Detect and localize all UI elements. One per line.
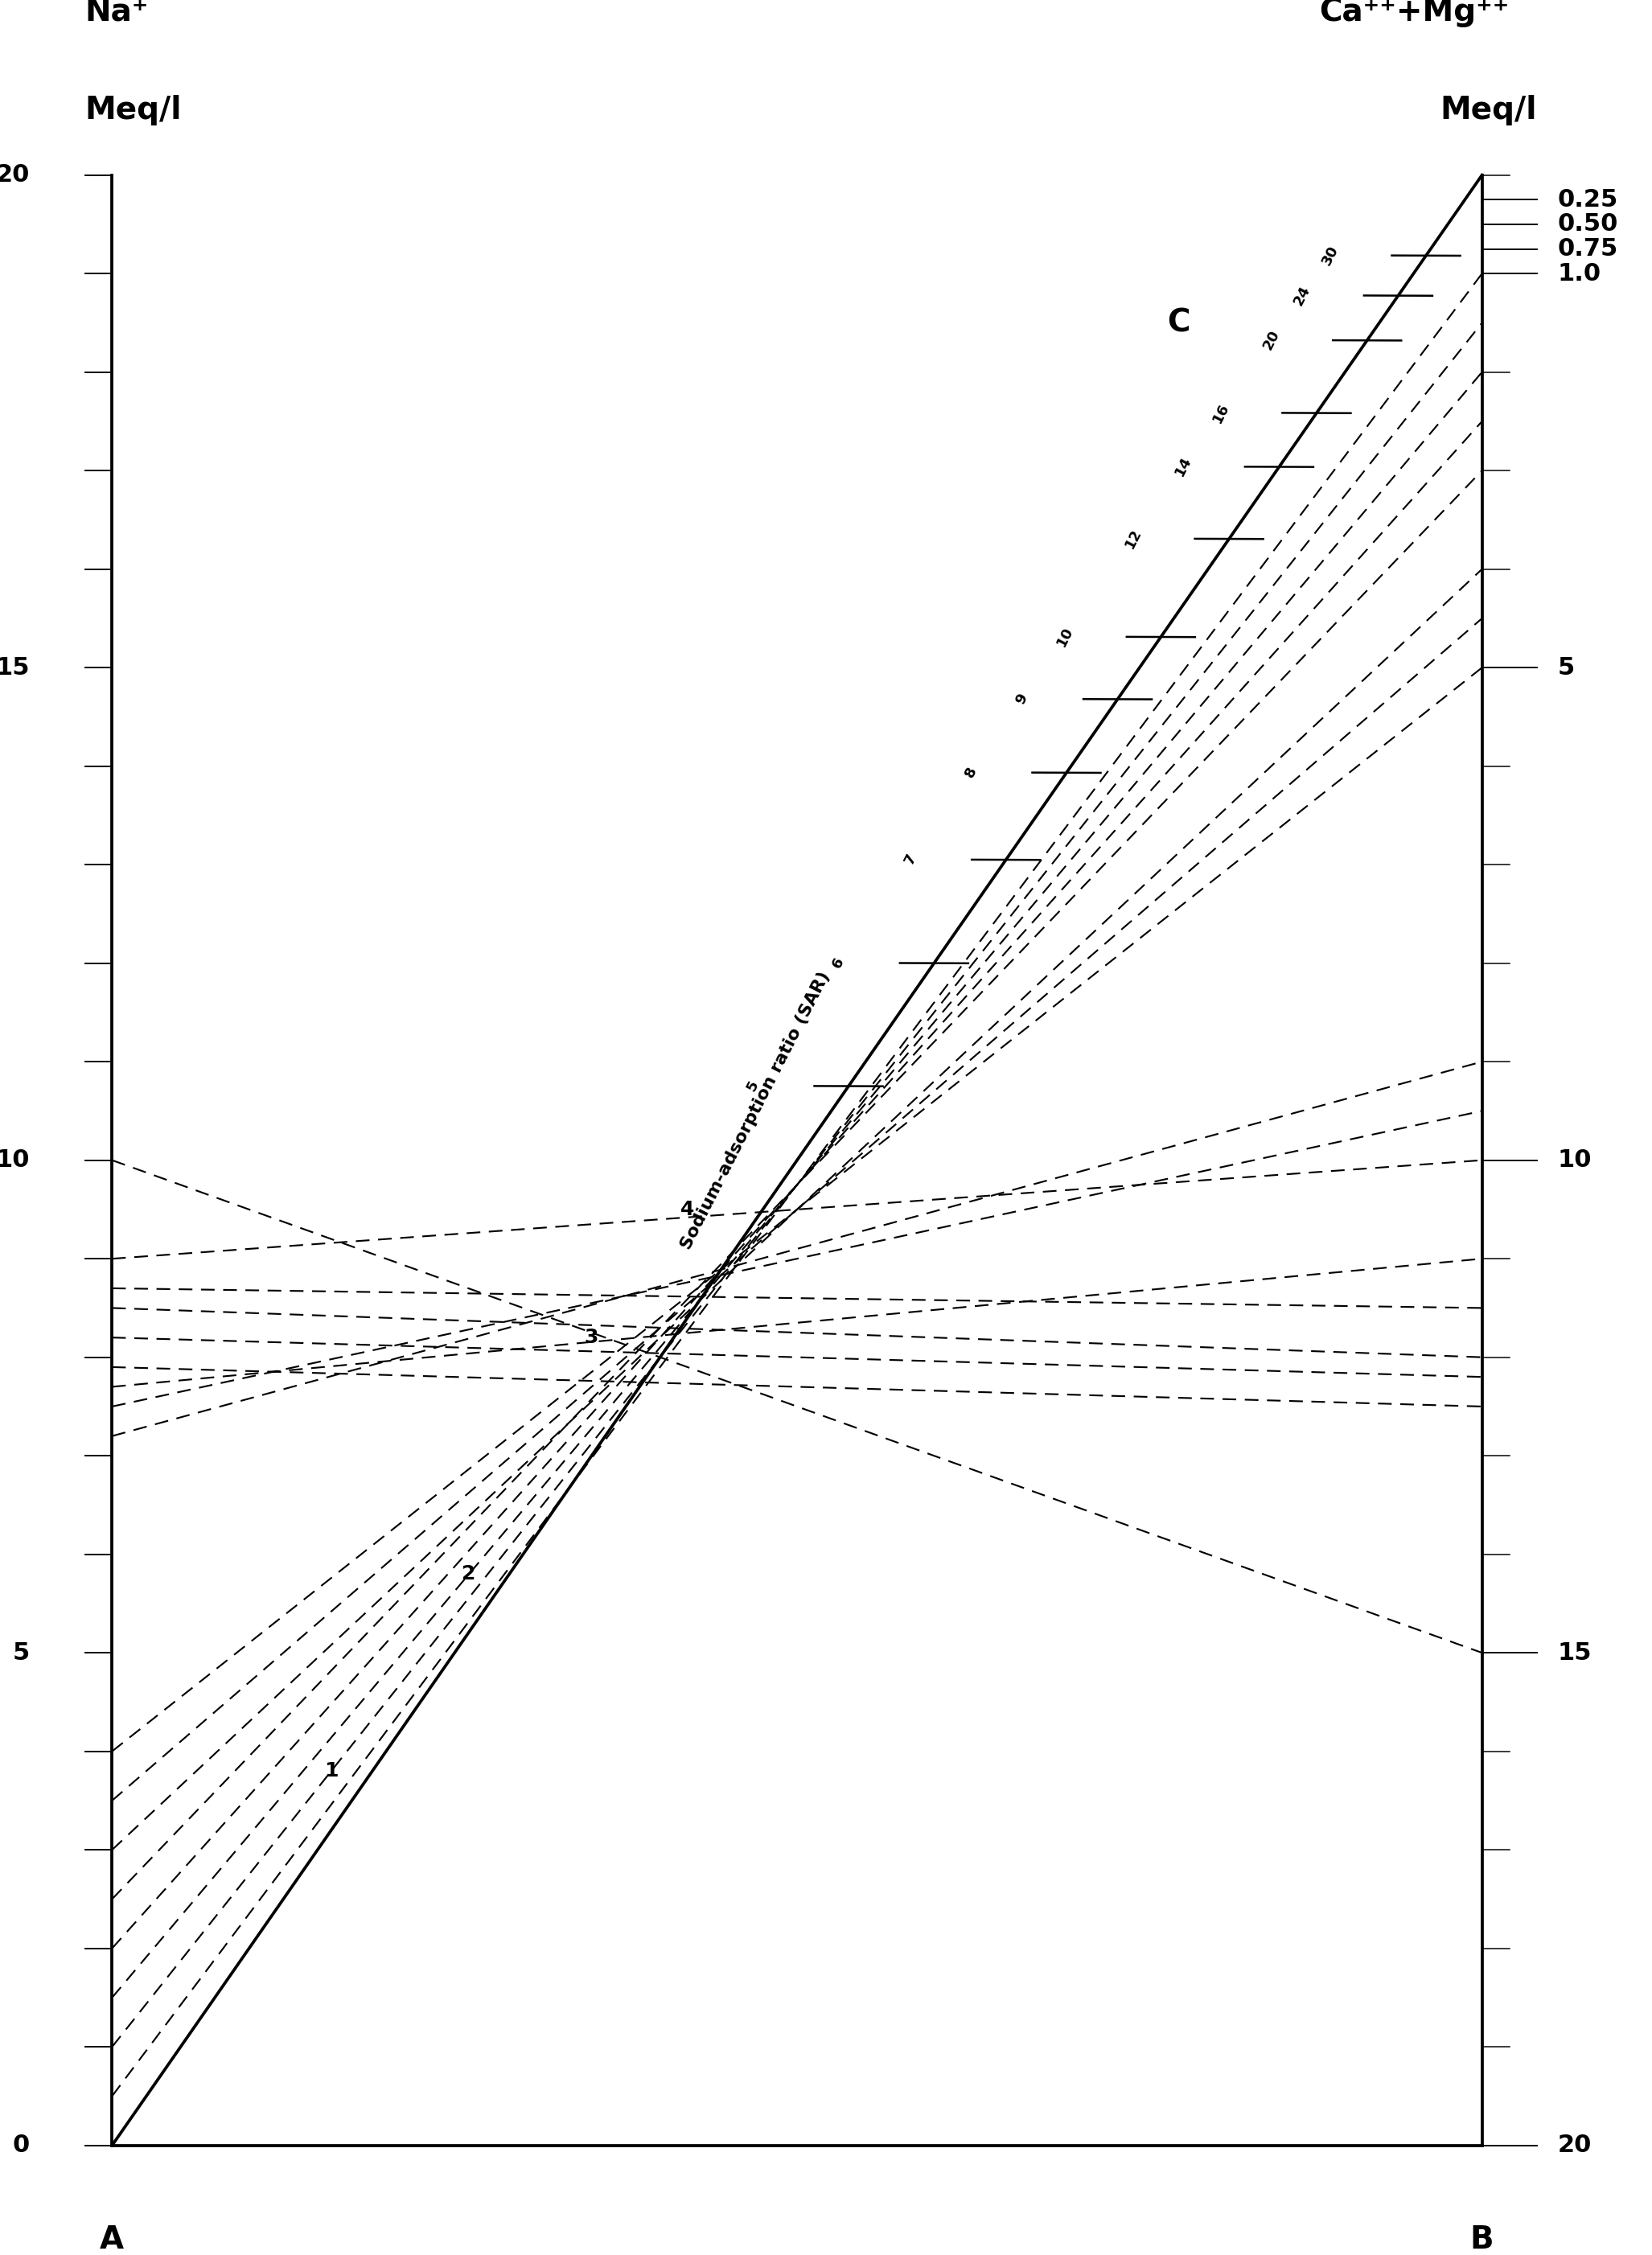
Text: B: B: [1470, 2223, 1493, 2255]
Text: 24: 24: [1292, 284, 1313, 307]
Text: 15: 15: [0, 656, 30, 679]
Text: 16: 16: [1209, 401, 1232, 424]
Text: 15: 15: [1558, 1642, 1591, 1664]
Text: 7: 7: [902, 852, 919, 868]
Text: Meq/l: Meq/l: [84, 95, 182, 126]
Text: 1.0: 1.0: [1558, 262, 1601, 284]
Text: 0.25: 0.25: [1558, 187, 1617, 212]
Text: 12: 12: [1122, 525, 1145, 550]
Text: 8: 8: [961, 764, 980, 780]
Text: 3: 3: [585, 1328, 598, 1346]
Text: Ca⁺⁺+Mg⁺⁺: Ca⁺⁺+Mg⁺⁺: [1320, 0, 1510, 27]
Text: Sodium-adsorption ratio (SAR): Sodium-adsorption ratio (SAR): [679, 970, 833, 1252]
Text: 5: 5: [13, 1642, 30, 1664]
Text: 2: 2: [461, 1565, 476, 1583]
Text: 10: 10: [1054, 625, 1075, 649]
Text: 4: 4: [681, 1200, 694, 1220]
Text: 5: 5: [743, 1078, 762, 1094]
Text: A: A: [101, 2223, 124, 2255]
Text: 30: 30: [1320, 244, 1341, 268]
Text: 20: 20: [1260, 327, 1282, 352]
Text: 6: 6: [829, 956, 847, 970]
Text: 20: 20: [1558, 2133, 1591, 2158]
Text: C: C: [1166, 307, 1189, 338]
Text: 0.50: 0.50: [1558, 212, 1617, 237]
Text: 5: 5: [1558, 656, 1574, 679]
Text: Meq/l: Meq/l: [1441, 95, 1536, 126]
Text: 10: 10: [0, 1148, 30, 1173]
Text: 10: 10: [1558, 1148, 1591, 1173]
Text: 0: 0: [13, 2133, 30, 2158]
Text: 14: 14: [1173, 453, 1194, 478]
Text: 9: 9: [1013, 690, 1031, 706]
Text: 0.75: 0.75: [1558, 237, 1617, 262]
Text: 20: 20: [0, 162, 30, 187]
Text: Na⁺: Na⁺: [84, 0, 149, 27]
Text: 1: 1: [324, 1761, 339, 1781]
